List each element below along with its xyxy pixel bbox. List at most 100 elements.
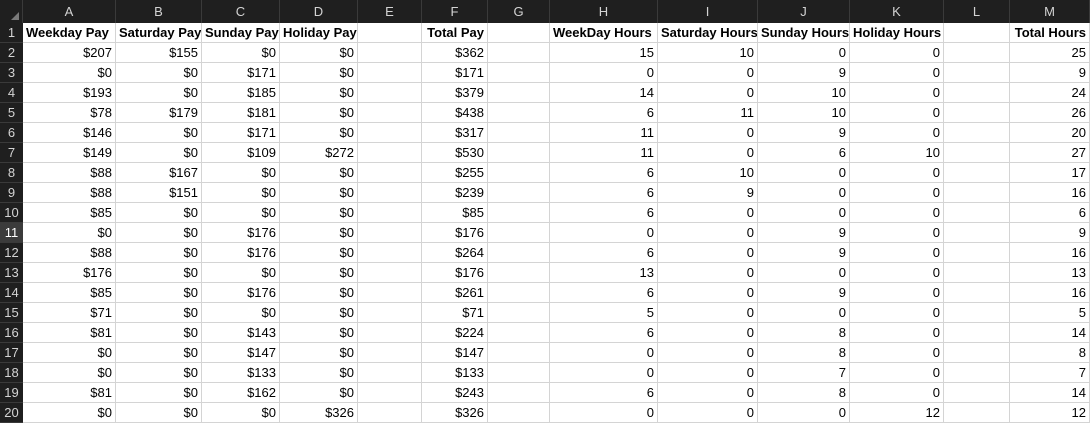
header-cell-m[interactable]: Total Hours <box>1010 23 1090 43</box>
cell-h20[interactable]: 0 <box>550 403 658 423</box>
cell-l12[interactable] <box>944 243 1010 263</box>
cell-i15[interactable]: 0 <box>658 303 758 323</box>
cell-f9[interactable]: $239 <box>422 183 488 203</box>
cell-f13[interactable]: $176 <box>422 263 488 283</box>
row-header-5[interactable]: 5 <box>0 103 23 123</box>
cell-d4[interactable]: $0 <box>280 83 358 103</box>
cell-k5[interactable]: 0 <box>850 103 944 123</box>
header-cell-g[interactable] <box>488 23 550 43</box>
cell-e15[interactable] <box>358 303 422 323</box>
cell-i2[interactable]: 10 <box>658 43 758 63</box>
header-cell-b[interactable]: Saturday Pay <box>116 23 202 43</box>
cell-e19[interactable] <box>358 383 422 403</box>
column-header-l[interactable]: L <box>944 0 1010 23</box>
cell-m20[interactable]: 12 <box>1010 403 1090 423</box>
cell-e9[interactable] <box>358 183 422 203</box>
cell-h12[interactable]: 6 <box>550 243 658 263</box>
cell-c6[interactable]: $171 <box>202 123 280 143</box>
cell-i5[interactable]: 11 <box>658 103 758 123</box>
cell-g5[interactable] <box>488 103 550 123</box>
cell-g9[interactable] <box>488 183 550 203</box>
cell-f17[interactable]: $147 <box>422 343 488 363</box>
cell-k10[interactable]: 0 <box>850 203 944 223</box>
cell-j16[interactable]: 8 <box>758 323 850 343</box>
cell-e14[interactable] <box>358 283 422 303</box>
cell-k17[interactable]: 0 <box>850 343 944 363</box>
cell-a14[interactable]: $85 <box>23 283 116 303</box>
cell-j15[interactable]: 0 <box>758 303 850 323</box>
cell-h15[interactable]: 5 <box>550 303 658 323</box>
cell-c15[interactable]: $0 <box>202 303 280 323</box>
row-header-10[interactable]: 10 <box>0 203 23 223</box>
cell-j9[interactable]: 0 <box>758 183 850 203</box>
cell-f20[interactable]: $326 <box>422 403 488 423</box>
cell-b17[interactable]: $0 <box>116 343 202 363</box>
cell-h8[interactable]: 6 <box>550 163 658 183</box>
cell-l3[interactable] <box>944 63 1010 83</box>
cell-b7[interactable]: $0 <box>116 143 202 163</box>
cell-h3[interactable]: 0 <box>550 63 658 83</box>
cell-m13[interactable]: 13 <box>1010 263 1090 283</box>
cell-e11[interactable] <box>358 223 422 243</box>
cell-l16[interactable] <box>944 323 1010 343</box>
cell-k20[interactable]: 12 <box>850 403 944 423</box>
cell-l8[interactable] <box>944 163 1010 183</box>
cell-h5[interactable]: 6 <box>550 103 658 123</box>
cell-m4[interactable]: 24 <box>1010 83 1090 103</box>
cell-j17[interactable]: 8 <box>758 343 850 363</box>
row-header-1[interactable]: 1 <box>0 23 23 43</box>
cell-b10[interactable]: $0 <box>116 203 202 223</box>
cell-b8[interactable]: $167 <box>116 163 202 183</box>
cell-m7[interactable]: 27 <box>1010 143 1090 163</box>
cell-a8[interactable]: $88 <box>23 163 116 183</box>
cell-e3[interactable] <box>358 63 422 83</box>
cell-c12[interactable]: $176 <box>202 243 280 263</box>
row-header-14[interactable]: 14 <box>0 283 23 303</box>
cell-a2[interactable]: $207 <box>23 43 116 63</box>
cell-c19[interactable]: $162 <box>202 383 280 403</box>
cell-m15[interactable]: 5 <box>1010 303 1090 323</box>
cell-a16[interactable]: $81 <box>23 323 116 343</box>
cell-b11[interactable]: $0 <box>116 223 202 243</box>
cell-c11[interactable]: $176 <box>202 223 280 243</box>
cell-c3[interactable]: $171 <box>202 63 280 83</box>
cell-i9[interactable]: 9 <box>658 183 758 203</box>
cell-a11[interactable]: $0 <box>23 223 116 243</box>
cell-a17[interactable]: $0 <box>23 343 116 363</box>
cell-h6[interactable]: 11 <box>550 123 658 143</box>
cell-h10[interactable]: 6 <box>550 203 658 223</box>
cell-m19[interactable]: 14 <box>1010 383 1090 403</box>
cell-d9[interactable]: $0 <box>280 183 358 203</box>
cell-b9[interactable]: $151 <box>116 183 202 203</box>
header-cell-c[interactable]: Sunday Pay <box>202 23 280 43</box>
cell-h9[interactable]: 6 <box>550 183 658 203</box>
cell-f15[interactable]: $71 <box>422 303 488 323</box>
cell-e5[interactable] <box>358 103 422 123</box>
row-header-13[interactable]: 13 <box>0 263 23 283</box>
cell-c5[interactable]: $181 <box>202 103 280 123</box>
cell-l7[interactable] <box>944 143 1010 163</box>
cell-b12[interactable]: $0 <box>116 243 202 263</box>
cell-c14[interactable]: $176 <box>202 283 280 303</box>
cell-j3[interactable]: 9 <box>758 63 850 83</box>
cell-g14[interactable] <box>488 283 550 303</box>
row-header-19[interactable]: 19 <box>0 383 23 403</box>
cell-l4[interactable] <box>944 83 1010 103</box>
cell-j10[interactable]: 0 <box>758 203 850 223</box>
cell-b20[interactable]: $0 <box>116 403 202 423</box>
header-cell-a[interactable]: Weekday Pay <box>23 23 116 43</box>
row-header-12[interactable]: 12 <box>0 243 23 263</box>
cell-k12[interactable]: 0 <box>850 243 944 263</box>
cell-k3[interactable]: 0 <box>850 63 944 83</box>
cell-g12[interactable] <box>488 243 550 263</box>
cell-d6[interactable]: $0 <box>280 123 358 143</box>
cell-g20[interactable] <box>488 403 550 423</box>
cell-l10[interactable] <box>944 203 1010 223</box>
header-cell-d[interactable]: Holiday Pay <box>280 23 358 43</box>
cell-k9[interactable]: 0 <box>850 183 944 203</box>
row-header-17[interactable]: 17 <box>0 343 23 363</box>
cell-g17[interactable] <box>488 343 550 363</box>
row-header-6[interactable]: 6 <box>0 123 23 143</box>
cell-g4[interactable] <box>488 83 550 103</box>
cell-e2[interactable] <box>358 43 422 63</box>
